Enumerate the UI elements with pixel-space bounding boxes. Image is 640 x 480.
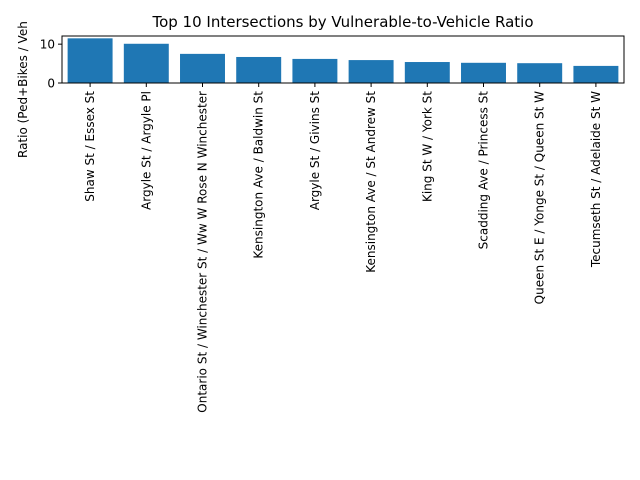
- y-tick-label: 10: [40, 38, 55, 52]
- y-axis-label: Ratio (Ped+Bikes / Veh: [16, 21, 30, 158]
- x-tick-label: Tecumseth St / Adelaide St W: [589, 91, 603, 268]
- bar: [123, 43, 169, 83]
- y-tick-label: 0: [47, 77, 55, 91]
- x-tick-label: Ontario St / Winchester St / Ww W Rose N…: [196, 91, 210, 413]
- x-tick-label: Queen St E / Yonge St / Queen St W: [533, 91, 547, 304]
- x-tick-label: Scadding Ave / Princess St: [477, 91, 491, 250]
- x-tick-label: King St W / York St: [420, 91, 434, 202]
- bar: [236, 56, 282, 83]
- bar: [67, 38, 113, 83]
- chart-title: Top 10 Intersections by Vulnerable-to-Ve…: [151, 13, 533, 31]
- bars-group: [67, 38, 619, 83]
- bar: [404, 62, 450, 83]
- y-ticks-group: 0 10: [40, 38, 62, 91]
- bar: [517, 63, 563, 83]
- x-tick-label: Shaw St / Essex St: [83, 91, 97, 202]
- bar: [573, 65, 619, 83]
- bar: [292, 58, 338, 83]
- plot-frame: [61, 35, 625, 84]
- bar: [348, 60, 394, 83]
- x-tick-label: Argyle St / Argyle Pl: [139, 91, 153, 210]
- x-tick-label: Argyle St / Givins St: [308, 91, 322, 211]
- x-tick-label: Kensington Ave / St Andrew St: [364, 91, 378, 273]
- x-tick-label: Kensington Ave / Baldwin St: [252, 91, 266, 259]
- bar: [180, 53, 225, 83]
- x-ticks-group: Shaw St / Essex St Argyle St / Argyle Pl O…: [83, 83, 603, 413]
- bar: [461, 62, 506, 83]
